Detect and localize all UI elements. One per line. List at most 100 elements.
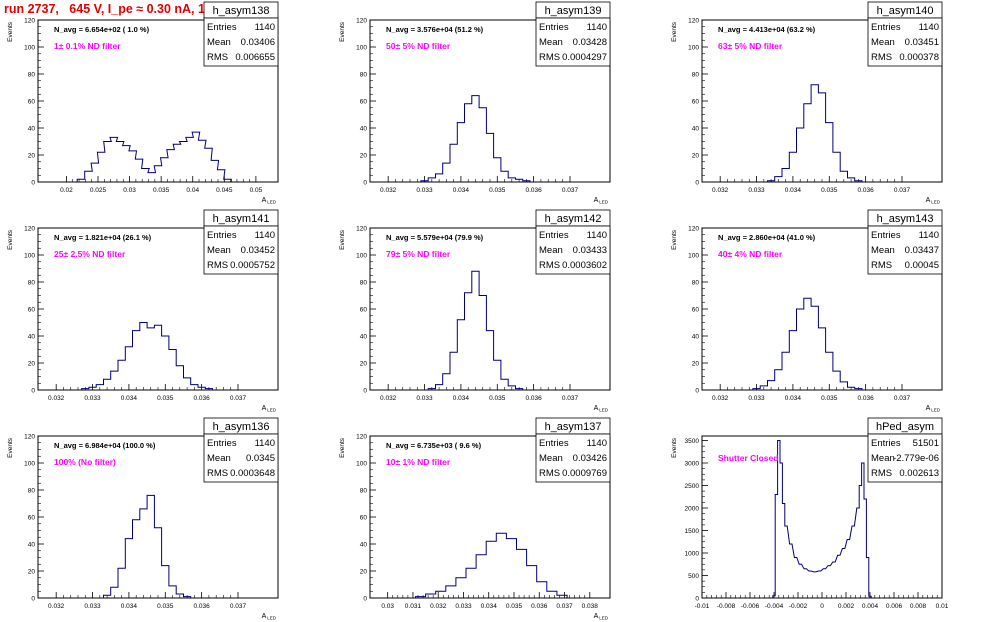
stats-value: 0.03437 bbox=[905, 245, 939, 256]
stats-value: 51501 bbox=[913, 438, 939, 449]
x-tick-label: -0.008 bbox=[717, 603, 736, 610]
navg-text: N_avg = 1.821e+04 (26.1 %) bbox=[54, 233, 152, 242]
stats-box bbox=[535, 17, 611, 67]
x-tick-label: 0.036 bbox=[857, 395, 874, 402]
x-tick-label: 0.037 bbox=[230, 603, 247, 610]
y-tick-label: 20 bbox=[692, 361, 700, 368]
histogram-panel-h_asym143: 0 20 40 60 80 100 120 0.032 0.033 0.034 0.035 0.036… bbox=[671, 209, 943, 413]
stats-value: 0.0004297 bbox=[562, 52, 607, 63]
y-tick-label: 60 bbox=[360, 515, 368, 522]
x-axis-label: ALED bbox=[262, 197, 277, 205]
histogram-series bbox=[420, 95, 531, 182]
x-tick-label: 0.035 bbox=[821, 395, 838, 402]
stats-label: Entries bbox=[539, 438, 569, 449]
y-tick-label: 2500 bbox=[685, 483, 700, 490]
x-tick-label: 0.037 bbox=[894, 187, 911, 194]
stats-box bbox=[203, 225, 279, 275]
histogram-name: h_asym137 bbox=[545, 421, 602, 433]
x-tick-label: 0.035 bbox=[489, 395, 506, 402]
x-tick-label: 0.036 bbox=[193, 395, 210, 402]
stats-label: Entries bbox=[871, 438, 901, 449]
y-axis-label: Events bbox=[7, 229, 14, 250]
y-tick-label: 40 bbox=[692, 334, 700, 341]
y-tick-label: 1500 bbox=[685, 528, 700, 535]
y-tick-label: 60 bbox=[360, 99, 368, 106]
y-tick-label: 120 bbox=[688, 18, 699, 25]
y-tick-label: 40 bbox=[360, 126, 368, 133]
stats-box bbox=[203, 433, 279, 483]
histogram-series bbox=[415, 532, 568, 598]
x-tick-label: 0.032 bbox=[48, 603, 65, 610]
stats-label: Mean bbox=[539, 245, 563, 256]
stats-label: Mean bbox=[207, 37, 231, 48]
stats-box bbox=[535, 225, 611, 275]
stats-value: 0.00045 bbox=[905, 260, 939, 271]
stats-value: 0.0009769 bbox=[562, 468, 607, 479]
x-tick-label: 0.036 bbox=[525, 187, 542, 194]
navg-text: N_avg = 6.984e+04 (100.0 %) bbox=[54, 441, 156, 450]
stats-value: 1140 bbox=[255, 438, 275, 449]
stats-label: RMS bbox=[207, 52, 228, 63]
stats-label: RMS bbox=[871, 52, 892, 63]
y-tick-label: 60 bbox=[28, 515, 36, 522]
x-tick-label: 0.034 bbox=[453, 395, 470, 402]
stats-label: RMS bbox=[539, 52, 560, 63]
y-axis-label: Events bbox=[339, 21, 346, 42]
stats-label: Mean bbox=[871, 453, 895, 464]
x-tick-label: 0.036 bbox=[525, 395, 542, 402]
stats-label: Entries bbox=[539, 230, 569, 241]
x-axis-label: ALED bbox=[262, 613, 277, 621]
x-tick-label: 0.032 bbox=[48, 395, 65, 402]
y-tick-label: 100 bbox=[688, 45, 699, 52]
y-axis-label: Events bbox=[671, 229, 678, 250]
y-tick-label: 20 bbox=[28, 153, 36, 160]
filter-annotation: 10± 1% ND filter bbox=[386, 457, 451, 467]
x-tick-label: 0.033 bbox=[455, 603, 472, 610]
y-tick-label: 60 bbox=[692, 307, 700, 314]
y-tick-label: 40 bbox=[360, 542, 368, 549]
stats-box bbox=[535, 433, 611, 483]
x-tick-label: 0.033 bbox=[416, 187, 433, 194]
y-tick-label: 40 bbox=[28, 542, 36, 549]
y-tick-label: 2000 bbox=[685, 506, 700, 513]
stats-label: RMS bbox=[207, 468, 228, 479]
navg-text: N_avg = 5.579e+04 (79.9 %) bbox=[386, 233, 484, 242]
x-tick-label: 0.035 bbox=[506, 603, 523, 610]
histogram-panel-h_asym142: 0 20 40 60 80 100 120 0.032 0.033 0.034 0.035 0.036… bbox=[339, 209, 611, 413]
histogram-panel-h_asym137: 0 20 40 60 80 100 120 0.03 0.031 0.032 0.033 0.034 0… bbox=[339, 417, 611, 621]
y-tick-label: 120 bbox=[356, 434, 367, 441]
navg-text: N_avg = 2.860e+04 (41.0 %) bbox=[718, 233, 816, 242]
histogram-series bbox=[427, 270, 524, 390]
histogram-series bbox=[103, 494, 192, 598]
x-tick-label: 0.032 bbox=[712, 395, 729, 402]
y-tick-label: 20 bbox=[692, 153, 700, 160]
y-tick-label: 80 bbox=[360, 72, 368, 79]
histogram-panel-h_asym138: 0 20 40 60 80 100 120 0.02 0.025 0.03 0.035 0.04 0.0… bbox=[7, 1, 279, 205]
x-tick-label: -0.01 bbox=[695, 603, 710, 610]
y-tick-label: 100 bbox=[356, 253, 367, 260]
stats-value: -2.779e-06 bbox=[893, 453, 939, 464]
stats-box bbox=[867, 17, 943, 67]
stats-value: 0.0003648 bbox=[230, 468, 275, 479]
x-tick-label: 0.034 bbox=[121, 603, 138, 610]
stats-label: RMS bbox=[207, 260, 228, 271]
x-tick-label: 0.036 bbox=[193, 603, 210, 610]
stats-value: 1140 bbox=[587, 22, 607, 33]
x-tick-label: 0.033 bbox=[84, 603, 101, 610]
x-tick-label: 0.035 bbox=[157, 395, 174, 402]
y-tick-label: 80 bbox=[360, 280, 368, 287]
stats-value: 0.03428 bbox=[573, 37, 607, 48]
x-tick-label: 0.033 bbox=[84, 395, 101, 402]
y-tick-label: 80 bbox=[28, 280, 36, 287]
filter-annotation: 40± 4% ND filter bbox=[718, 249, 783, 259]
x-tick-label: 0.037 bbox=[894, 395, 911, 402]
stats-value: 0.03426 bbox=[573, 453, 607, 464]
stats-value: 0.0345 bbox=[246, 453, 275, 464]
y-tick-label: 120 bbox=[24, 18, 35, 25]
y-tick-label: 40 bbox=[28, 126, 36, 133]
stats-label: Entries bbox=[871, 230, 901, 241]
y-tick-label: 120 bbox=[688, 226, 699, 233]
y-tick-label: 20 bbox=[360, 361, 368, 368]
histogram-name: h_asym141 bbox=[213, 213, 270, 225]
stats-value: 1140 bbox=[919, 22, 939, 33]
